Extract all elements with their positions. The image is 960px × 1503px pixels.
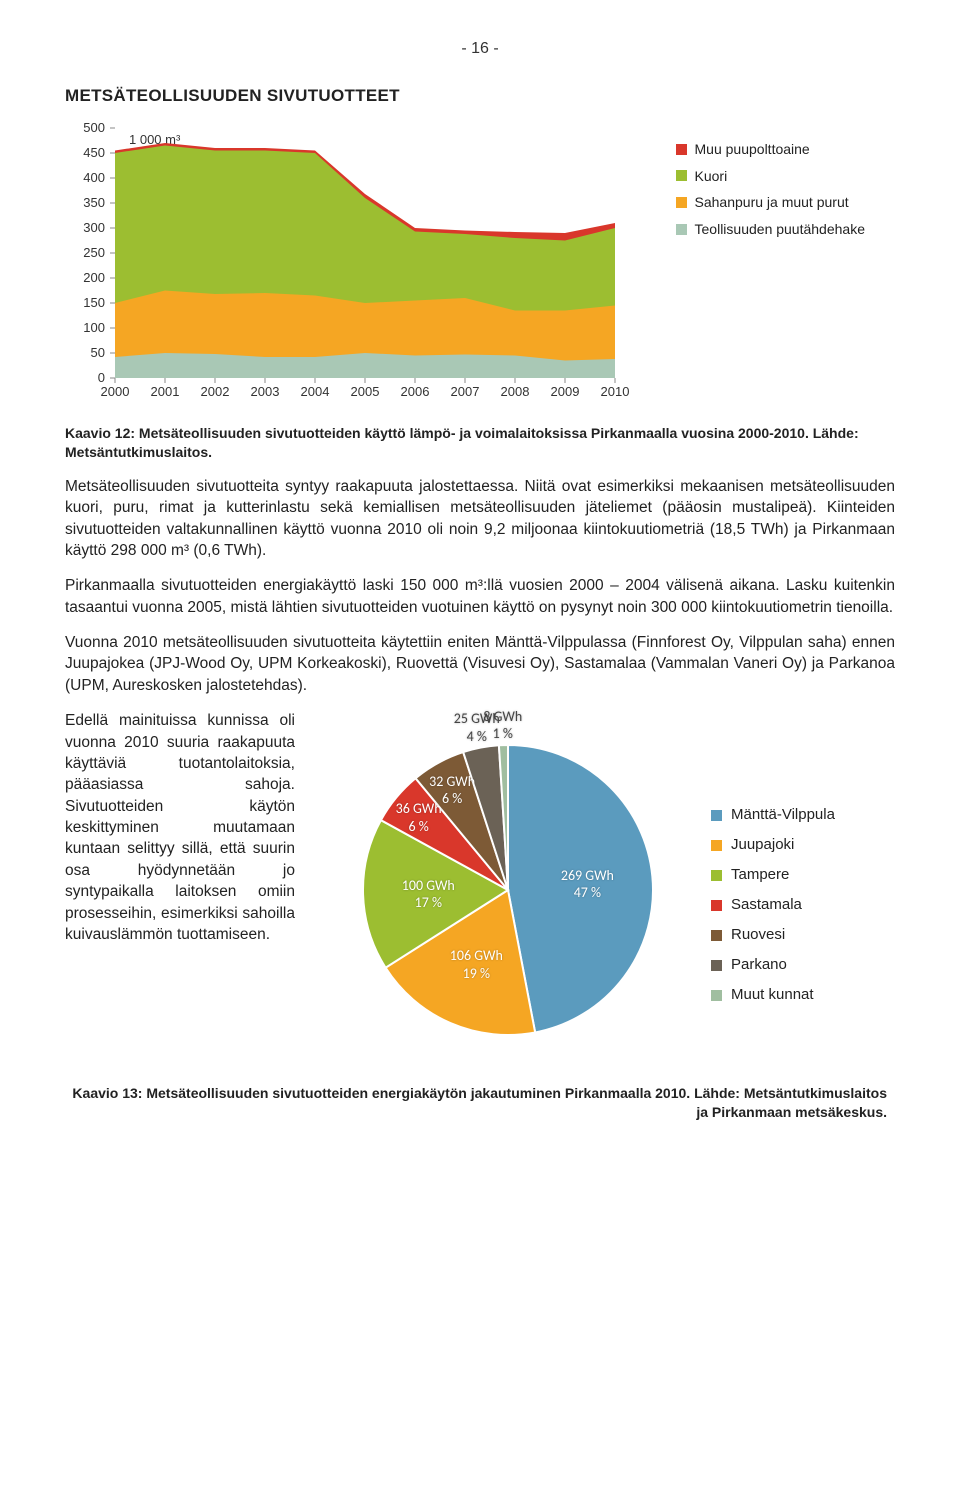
legend-item: Kuori [676, 163, 865, 190]
pie-chart: 269 GWh47 %106 GWh19 %100 GWh17 %36 GWh6… [313, 710, 693, 1070]
paragraph-3: Vuonna 2010 metsäteollisuuden sivutuotte… [65, 632, 895, 696]
legend-label: Muut kunnat [731, 980, 814, 1010]
legend-label: Kuori [695, 163, 728, 190]
pie-slice-label: 106 GWh19 % [441, 947, 511, 982]
legend-label: Sahanpuru ja muut purut [695, 189, 849, 216]
paragraph-4: Edellä mainituissa kunnissa oli vuonna 2… [65, 710, 295, 945]
legend-swatch [711, 810, 722, 821]
legend-label: Juupajoki [731, 830, 794, 860]
legend-item: Muut kunnat [711, 980, 835, 1010]
legend-swatch [711, 990, 722, 1001]
caption-13: Kaavio 13: Metsäteollisuuden sivutuottei… [65, 1084, 895, 1122]
paragraph-2: Pirkanmaalla sivutuotteiden energiakäytt… [65, 575, 895, 618]
legend-item: Juupajoki [711, 830, 835, 860]
pie-chart-legend: Mänttä-VilppulaJuupajokiTampereSastamala… [711, 710, 835, 1010]
legend-label: Tampere [731, 860, 789, 890]
area-chart-legend: Muu puupolttoaineKuoriSahanpuru ja muut … [676, 136, 865, 242]
legend-item: Sastamala [711, 890, 835, 920]
legend-item: Mänttä-Vilppula [711, 800, 835, 830]
legend-swatch [711, 870, 722, 881]
pie-slice-label: 8 GWh1 % [468, 708, 538, 743]
legend-item: Muu puupolttoaine [676, 136, 865, 163]
legend-item: Parkano [711, 950, 835, 980]
legend-label: Teollisuuden puutähdehake [695, 216, 865, 243]
legend-item: Sahanpuru ja muut purut [676, 189, 865, 216]
legend-swatch [676, 170, 687, 181]
legend-label: Sastamala [731, 890, 802, 920]
legend-swatch [676, 144, 687, 155]
legend-swatch [711, 840, 722, 851]
page-number: - 16 - [65, 40, 895, 58]
pie-chart-block: Edellä mainituissa kunnissa oli vuonna 2… [65, 710, 895, 1070]
legend-item: Teollisuuden puutähdehake [676, 216, 865, 243]
paragraph-1: Metsäteollisuuden sivutuotteita syntyy r… [65, 476, 895, 562]
legend-label: Mänttä-Vilppula [731, 800, 835, 830]
legend-swatch [711, 960, 722, 971]
legend-item: Tampere [711, 860, 835, 890]
caption-12: Kaavio 12: Metsäteollisuuden sivutuottei… [65, 424, 895, 462]
legend-swatch [676, 224, 687, 235]
section-title: METSÄTEOLLISUUDEN SIVUTUOTTEET [65, 86, 895, 106]
legend-swatch [676, 197, 687, 208]
legend-swatch [711, 930, 722, 941]
pie-slice-label: 100 GWh17 % [393, 877, 463, 912]
pie-slice-label: 32 GWh6 % [417, 773, 487, 808]
legend-item: Ruovesi [711, 920, 835, 950]
legend-label: Parkano [731, 950, 787, 980]
area-chart: 0501001502002503003504004505002000200120… [65, 116, 875, 416]
legend-swatch [711, 900, 722, 911]
legend-label: Muu puupolttoaine [695, 136, 810, 163]
legend-label: Ruovesi [731, 920, 785, 950]
pie-slice-label: 269 GWh47 % [552, 867, 622, 902]
